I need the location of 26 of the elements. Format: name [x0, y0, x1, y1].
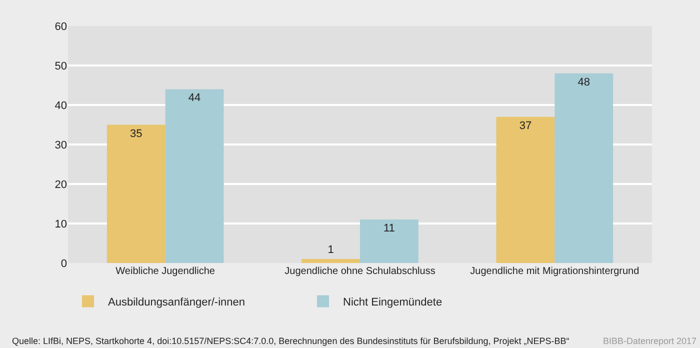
- bar: [360, 220, 418, 263]
- bar: [302, 259, 360, 263]
- x-tick-label: Jugendliche ohne Schulabschluss: [284, 266, 436, 277]
- x-tick-label: Jugendliche mit Migrationshintergrund: [470, 266, 640, 277]
- bar: [106, 124, 166, 263]
- y-tick-label: 50: [54, 60, 67, 72]
- data-label: 48: [578, 76, 590, 88]
- data-label: 11: [383, 222, 395, 235]
- y-tick-label: 10: [54, 218, 67, 230]
- data-label: 44: [188, 92, 201, 104]
- data-label: 37: [519, 120, 532, 132]
- x-tick-label: Weibliche Jugendliche: [116, 266, 216, 277]
- legend-label: Nicht Eingemündete: [343, 296, 442, 308]
- y-tick-label: 20: [54, 178, 67, 191]
- data-label: 1: [328, 244, 334, 256]
- y-tick-label: 0: [60, 258, 67, 270]
- bar: [165, 89, 224, 263]
- bar: [496, 116, 555, 263]
- legend-label: Ausbildungsanfänger/-innen: [108, 296, 245, 308]
- bar: [554, 73, 614, 263]
- y-tick-label: 40: [54, 100, 67, 112]
- data-label: 35: [130, 128, 142, 140]
- y-tick-label: 60: [54, 20, 67, 33]
- source-note: Quelle: LIfBi, NEPS, Startkohorte 4, doi:10.5157/NEPS:SC4:7.0.0, Berechnungen des Bundesinstituts für Berufsbildung, Projekt „NEPS-BB“: [12, 336, 570, 346]
- y-tick-label: 30: [54, 139, 67, 152]
- text: BIBB-Datenreport 2017: [603, 336, 697, 346]
